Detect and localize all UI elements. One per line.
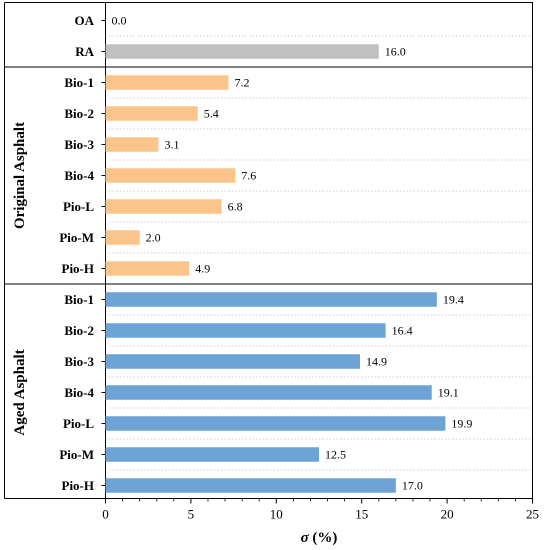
bar-value-label: 19.1 xyxy=(438,386,459,400)
bar xyxy=(105,261,190,276)
group-label: Aged Asphalt xyxy=(12,349,28,435)
bar-value-label: 16.0 xyxy=(385,45,406,59)
bar xyxy=(105,44,379,59)
x-tick-label: 25 xyxy=(526,507,539,522)
x-tick-label: 20 xyxy=(441,507,454,522)
bar-value-label: 17.0 xyxy=(402,479,423,493)
plot-frame xyxy=(105,2,533,499)
bar xyxy=(105,199,222,214)
category-label: Pio-L xyxy=(63,416,94,431)
bar-value-label: 5.4 xyxy=(204,107,219,121)
bar-value-label: 19.9 xyxy=(451,417,472,431)
bar-value-label: 7.6 xyxy=(241,169,256,183)
bar xyxy=(105,354,360,369)
category-label: Bio-4 xyxy=(64,168,94,183)
category-label: OA xyxy=(75,13,95,28)
bar-value-label: 2.0 xyxy=(146,231,161,245)
bar-value-label: 14.9 xyxy=(366,355,387,369)
x-tick-label: 5 xyxy=(188,507,195,522)
bar-value-label: 4.9 xyxy=(195,262,210,276)
category-label: Bio-1 xyxy=(64,292,94,307)
bar-value-label: 16.4 xyxy=(392,324,413,338)
category-label: Bio-3 xyxy=(64,137,94,152)
x-tick-label: 10 xyxy=(270,507,283,522)
category-label: Bio-3 xyxy=(64,354,94,369)
bar-value-label: 6.8 xyxy=(228,200,243,214)
bar xyxy=(105,75,229,90)
bar xyxy=(105,292,437,307)
bar-value-label: 7.2 xyxy=(234,76,249,90)
bar xyxy=(105,106,198,121)
category-label: Bio-2 xyxy=(64,323,94,338)
bar xyxy=(105,230,140,245)
category-label: RA xyxy=(75,44,94,59)
bar-value-label: 12.5 xyxy=(325,448,346,462)
category-label: Bio-2 xyxy=(64,106,94,121)
bar xyxy=(105,323,386,338)
category-label: Pio-H xyxy=(62,261,95,276)
x-tick-label: 0 xyxy=(102,507,109,522)
x-tick-label: 15 xyxy=(355,507,368,522)
category-label: Pio-M xyxy=(59,230,94,245)
category-label: Pio-L xyxy=(63,199,94,214)
bar-value-label: 3.1 xyxy=(164,138,179,152)
bar xyxy=(105,478,396,493)
category-label: Bio-1 xyxy=(64,75,94,90)
category-label: Bio-4 xyxy=(64,385,94,400)
category-label: Pio-H xyxy=(62,478,95,493)
x-axis-title: σ (%) xyxy=(301,530,338,546)
bar xyxy=(105,416,446,431)
bar xyxy=(105,137,159,152)
bar xyxy=(105,385,432,400)
bar-value-label: 0.0 xyxy=(112,14,127,28)
bar xyxy=(105,168,236,183)
group-label: Original Asphalt xyxy=(12,122,28,229)
bar xyxy=(105,447,319,462)
bar-value-label: 19.4 xyxy=(443,293,464,307)
category-label: Pio-M xyxy=(59,447,94,462)
